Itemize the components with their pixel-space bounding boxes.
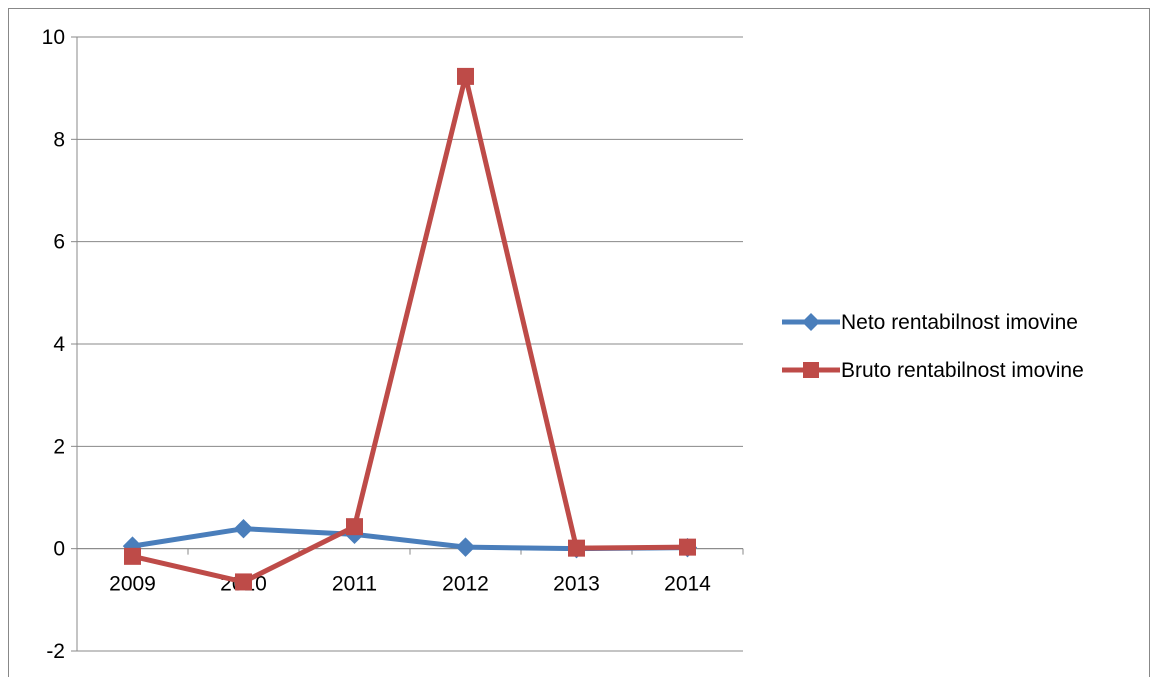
chart-frame xyxy=(8,8,1150,677)
legend-entry-2: Bruto rentabilnost imovine xyxy=(782,359,1084,382)
legend: Neto rentabilnost imovine Bruto rentabiln… xyxy=(782,311,1084,382)
data-point-square xyxy=(568,539,585,557)
legend-label: Neto rentabilnost imovine xyxy=(841,311,1078,334)
x-tick-labels: 200920102011201220132014 xyxy=(109,573,711,596)
x-tick-label: 2014 xyxy=(664,573,711,596)
data-point-square xyxy=(679,538,696,556)
legend-marker-square xyxy=(803,362,819,378)
y-tick-label: 2 xyxy=(53,435,65,458)
legend-entry-1: Neto rentabilnost imovine xyxy=(782,311,1078,334)
series xyxy=(122,67,698,591)
data-point-square xyxy=(235,573,252,591)
legend-marker-diamond xyxy=(802,313,820,331)
x-tick-label: 2012 xyxy=(442,573,489,596)
series-line xyxy=(131,73,688,585)
data-point-square xyxy=(457,67,474,85)
y-tick-label: 10 xyxy=(42,26,65,49)
data-point-diamond xyxy=(233,519,254,539)
series-2 xyxy=(124,67,696,591)
y-tick-labels: -2 0 2 4 6 8 10 xyxy=(42,26,66,663)
legend-label: Bruto rentabilnost imovine xyxy=(841,359,1084,382)
y-tick-label: -2 xyxy=(46,640,65,663)
data-point-square xyxy=(124,547,141,565)
x-tick-label: 2009 xyxy=(109,573,156,596)
y-tick-label: 8 xyxy=(53,128,65,151)
data-point-diamond xyxy=(455,537,476,557)
y-tick-label: 4 xyxy=(53,333,65,356)
x-tick-label: 2011 xyxy=(332,573,377,596)
y-tick-label: 0 xyxy=(53,538,65,561)
gridlines xyxy=(77,36,743,652)
x-tick-label: 2013 xyxy=(553,573,600,596)
data-point-square xyxy=(346,518,363,536)
y-tick-label: 6 xyxy=(53,231,65,254)
